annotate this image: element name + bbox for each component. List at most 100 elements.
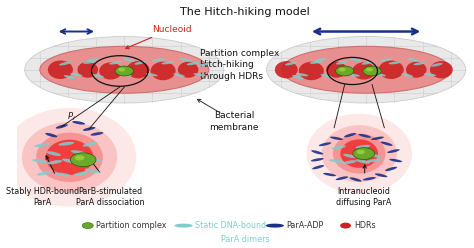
Ellipse shape bbox=[385, 167, 397, 171]
Ellipse shape bbox=[146, 73, 158, 76]
Ellipse shape bbox=[387, 149, 400, 153]
Ellipse shape bbox=[374, 73, 386, 76]
Ellipse shape bbox=[323, 173, 336, 176]
Ellipse shape bbox=[178, 62, 199, 78]
Ellipse shape bbox=[336, 176, 348, 180]
Ellipse shape bbox=[292, 75, 303, 79]
Ellipse shape bbox=[356, 159, 370, 164]
Ellipse shape bbox=[127, 61, 149, 78]
Circle shape bbox=[353, 148, 375, 159]
Ellipse shape bbox=[326, 62, 346, 78]
Ellipse shape bbox=[347, 74, 360, 77]
Ellipse shape bbox=[363, 177, 376, 181]
Ellipse shape bbox=[329, 159, 344, 163]
Ellipse shape bbox=[380, 58, 392, 61]
Circle shape bbox=[118, 68, 125, 71]
Ellipse shape bbox=[77, 159, 92, 163]
Ellipse shape bbox=[162, 61, 174, 64]
Ellipse shape bbox=[389, 61, 401, 64]
Ellipse shape bbox=[22, 122, 117, 192]
Ellipse shape bbox=[123, 58, 135, 62]
Ellipse shape bbox=[350, 58, 362, 62]
Circle shape bbox=[338, 68, 346, 71]
Ellipse shape bbox=[70, 73, 82, 76]
Ellipse shape bbox=[358, 134, 371, 138]
Ellipse shape bbox=[344, 133, 356, 137]
Ellipse shape bbox=[321, 125, 397, 182]
Ellipse shape bbox=[366, 159, 382, 162]
Ellipse shape bbox=[134, 61, 146, 65]
Ellipse shape bbox=[311, 150, 323, 155]
Ellipse shape bbox=[366, 154, 381, 157]
Ellipse shape bbox=[32, 159, 48, 163]
Circle shape bbox=[340, 223, 351, 229]
Ellipse shape bbox=[40, 46, 209, 93]
Ellipse shape bbox=[356, 145, 370, 149]
Ellipse shape bbox=[187, 62, 199, 65]
Ellipse shape bbox=[36, 133, 103, 182]
Ellipse shape bbox=[58, 142, 74, 146]
Ellipse shape bbox=[352, 62, 375, 80]
Ellipse shape bbox=[331, 145, 346, 150]
Ellipse shape bbox=[193, 73, 206, 76]
Ellipse shape bbox=[34, 143, 50, 147]
Ellipse shape bbox=[362, 61, 374, 65]
Ellipse shape bbox=[340, 139, 378, 168]
Ellipse shape bbox=[151, 62, 175, 80]
Circle shape bbox=[75, 155, 84, 160]
Ellipse shape bbox=[413, 62, 426, 65]
Ellipse shape bbox=[330, 137, 343, 140]
Ellipse shape bbox=[401, 73, 413, 77]
Text: The Hitch-hiking model: The Hitch-hiking model bbox=[180, 7, 310, 17]
Text: ParA dimers: ParA dimers bbox=[221, 235, 270, 244]
Ellipse shape bbox=[37, 171, 52, 176]
Ellipse shape bbox=[424, 73, 436, 76]
Ellipse shape bbox=[407, 58, 419, 62]
Text: Partition complex
Hitch-hiking
through HDRs: Partition complex Hitch-hiking through H… bbox=[200, 49, 279, 81]
Ellipse shape bbox=[431, 63, 443, 67]
Circle shape bbox=[363, 66, 381, 76]
Circle shape bbox=[336, 66, 354, 76]
Text: ParB-stimulated
ParA dissociation: ParB-stimulated ParA dissociation bbox=[76, 187, 145, 207]
Ellipse shape bbox=[83, 61, 95, 64]
Ellipse shape bbox=[371, 137, 384, 140]
Ellipse shape bbox=[375, 173, 387, 177]
Ellipse shape bbox=[3, 108, 136, 207]
Ellipse shape bbox=[25, 36, 224, 103]
Ellipse shape bbox=[282, 46, 450, 93]
Ellipse shape bbox=[174, 224, 193, 228]
Ellipse shape bbox=[83, 127, 95, 131]
Text: ParA-ADP: ParA-ADP bbox=[286, 221, 323, 230]
Ellipse shape bbox=[381, 142, 392, 146]
Ellipse shape bbox=[46, 140, 93, 175]
Ellipse shape bbox=[152, 58, 164, 61]
Ellipse shape bbox=[46, 151, 61, 156]
Ellipse shape bbox=[62, 159, 77, 163]
Ellipse shape bbox=[342, 160, 356, 164]
Ellipse shape bbox=[389, 159, 402, 162]
Text: Nucleoid: Nucleoid bbox=[126, 25, 191, 49]
Ellipse shape bbox=[85, 168, 100, 173]
Ellipse shape bbox=[71, 150, 86, 155]
Text: HDRs: HDRs bbox=[354, 221, 375, 230]
Ellipse shape bbox=[180, 58, 192, 62]
Ellipse shape bbox=[333, 134, 385, 174]
Text: $P_i$: $P_i$ bbox=[66, 111, 75, 123]
Ellipse shape bbox=[296, 73, 308, 76]
Ellipse shape bbox=[72, 121, 85, 124]
Circle shape bbox=[115, 66, 133, 76]
Circle shape bbox=[82, 223, 93, 229]
Ellipse shape bbox=[197, 63, 209, 67]
Ellipse shape bbox=[320, 74, 332, 78]
Ellipse shape bbox=[64, 75, 75, 79]
Ellipse shape bbox=[343, 154, 357, 158]
Ellipse shape bbox=[92, 74, 104, 78]
Ellipse shape bbox=[310, 61, 322, 64]
Ellipse shape bbox=[48, 61, 73, 79]
Ellipse shape bbox=[119, 74, 132, 77]
Ellipse shape bbox=[46, 160, 62, 164]
Ellipse shape bbox=[59, 62, 71, 65]
Text: Partition complex: Partition complex bbox=[96, 221, 166, 230]
Ellipse shape bbox=[55, 173, 71, 177]
Ellipse shape bbox=[430, 61, 453, 78]
